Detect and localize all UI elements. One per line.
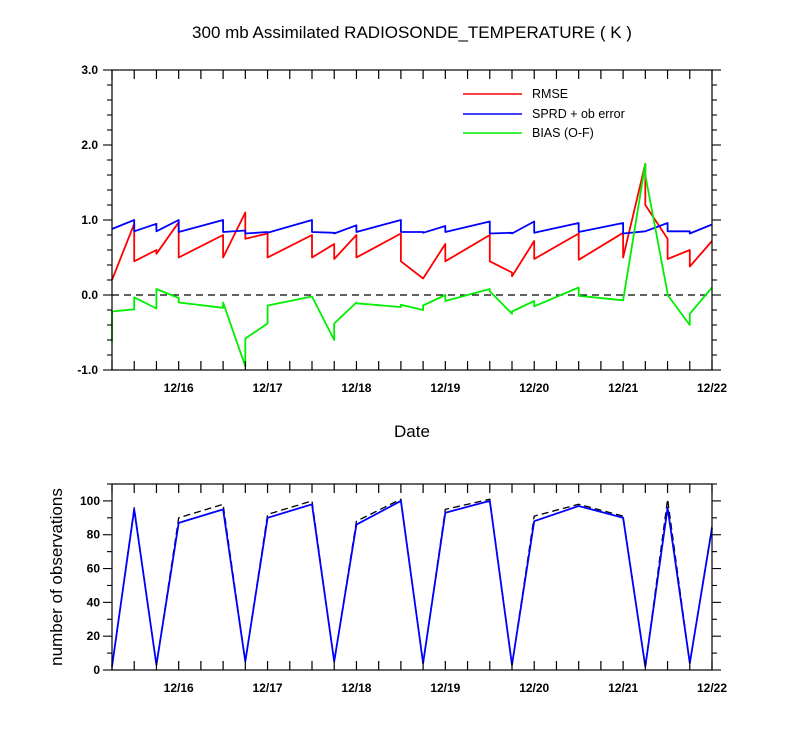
y-tick-label: 20: [87, 629, 101, 643]
y-tick-label: 40: [87, 595, 101, 609]
temperature-stats-chart: 300 mb Assimilated RADIOSONDE_TEMPERATUR…: [77, 23, 727, 441]
x-tick-label: 12/21: [608, 681, 638, 695]
rmse-series-line: [111, 162, 713, 281]
x-tick-label: 12/20: [519, 681, 549, 695]
temperature-series-group: [111, 162, 713, 368]
top-axes: 12/16 12/17 12/18 12/19 12/20 12/21 12/22 -1.0 0…: [77, 63, 727, 395]
y-tick-label: 100: [80, 494, 100, 508]
y-tick-label: 1.0: [81, 213, 98, 227]
x-tick-label: 12/19: [430, 381, 460, 395]
bottom-axes: 12/16 12/17 12/18 12/19 12/20 12/21 12/22 0 20 40…: [80, 483, 727, 695]
y-tick-label: -1.0: [77, 363, 98, 377]
x-tick-label: 12/18: [341, 681, 371, 695]
x-tick-label: 12/20: [519, 381, 549, 395]
x-axis-title: Date: [394, 422, 430, 441]
sprd-series-line: [111, 219, 713, 235]
y-axis-title: number of observations: [47, 488, 66, 666]
x-tick-label: 12/16: [164, 681, 194, 695]
x-tick-label: 12/21: [608, 381, 638, 395]
bias-series-line: [111, 162, 713, 368]
observation-count-chart: 12/16 12/17 12/18 12/19 12/20 12/21 12/22 0 20 40…: [47, 483, 727, 695]
y-tick-label: 2.0: [81, 138, 98, 152]
plot-frame: [111, 483, 713, 671]
x-tick-label: 12/17: [253, 381, 283, 395]
x-tick-label: 12/18: [341, 381, 371, 395]
x-tick-label: 12/17: [253, 681, 283, 695]
legend-label-bias: BIAS (O-F): [532, 126, 594, 140]
legend-label-rmse: RMSE: [532, 87, 568, 101]
observation-series-group: [111, 498, 713, 668]
y-tick-label: 80: [87, 528, 101, 542]
legend: RMSE SPRD + ob error BIAS (O-F): [463, 87, 625, 140]
x-tick-label: 12/16: [164, 381, 194, 395]
y-tick-label: 0.0: [81, 288, 98, 302]
y-tick-label: 60: [87, 562, 101, 576]
y-tick-label: 3.0: [81, 63, 98, 77]
chart-title: 300 mb Assimilated RADIOSONDE_TEMPERATUR…: [192, 23, 632, 42]
legend-label-sprd: SPRD + ob error: [532, 107, 625, 121]
x-tick-label: 12/19: [430, 681, 460, 695]
used-observations-line: [111, 499, 713, 668]
x-tick-label: 12/22: [697, 381, 727, 395]
x-tick-label: 12/22: [697, 681, 727, 695]
y-tick-label: 0: [93, 663, 100, 677]
